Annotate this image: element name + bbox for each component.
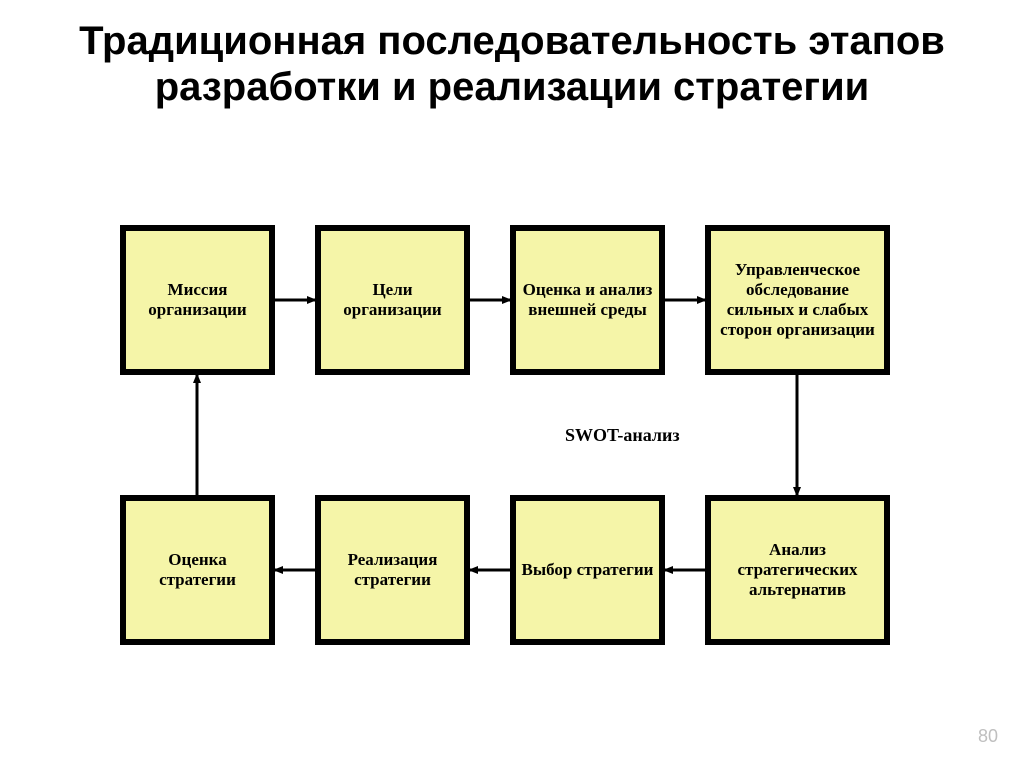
arrows-layer — [0, 0, 1024, 767]
flowchart: Миссия организации Цели организации Оценка… — [0, 0, 1024, 767]
slide: Традиционная последовательность этапов р… — [0, 0, 1024, 767]
flow-node-n8: Оценка стратегии — [120, 495, 275, 645]
flow-node-n1: Миссия организации — [120, 225, 275, 375]
flow-node-n3: Оценка и анализ внешней среды — [510, 225, 665, 375]
flow-node-n6: Выбор стратегии — [510, 495, 665, 645]
flow-node-label: Анализ стратегических альтернатив — [715, 540, 880, 600]
flow-node-label: Управленческое обследование сильных и сл… — [715, 260, 880, 340]
flow-node-label: Цели организации — [325, 280, 460, 320]
flow-node-label: Выбор стратегии — [522, 560, 654, 580]
flow-node-label: Оценка и анализ внешней среды — [520, 280, 655, 320]
edge-label-swot: SWOT-анализ — [565, 425, 680, 446]
flow-node-label: Реализация стратегии — [325, 550, 460, 590]
flow-node-n7: Реализация стратегии — [315, 495, 470, 645]
page-number: 80 — [978, 726, 998, 747]
flow-node-label: Миссия организации — [130, 280, 265, 320]
flow-node-n4: Управленческое обследование сильных и сл… — [705, 225, 890, 375]
flow-node-label: Оценка стратегии — [130, 550, 265, 590]
flow-node-n2: Цели организации — [315, 225, 470, 375]
flow-node-n5: Анализ стратегических альтернатив — [705, 495, 890, 645]
